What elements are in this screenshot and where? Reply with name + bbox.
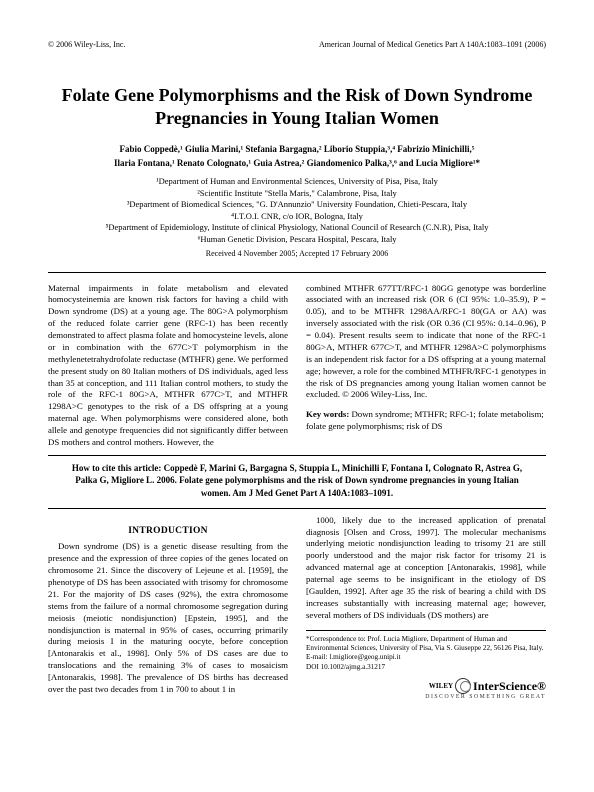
body-col-1: INTRODUCTION Down syndrome (DS) is a gen… (48, 515, 288, 702)
doi-text: DOI 10.1002/ajmg.a.31217 (306, 663, 546, 672)
correspondence-text: *Correspondence to: Prof. Lucia Migliore… (306, 635, 546, 663)
section-heading-introduction: INTRODUCTION (48, 525, 288, 538)
divider-mid-2 (48, 508, 546, 509)
author-list: Fabio Coppedè,¹ Giulia Marini,¹ Stefania… (48, 143, 546, 170)
how-to-cite: How to cite this article: Coppedè F, Mar… (62, 462, 532, 500)
abstract-col-2: combined MTHFR 677TT/RFC-1 80GG genotype… (306, 283, 546, 449)
divider-top (48, 272, 546, 273)
affiliation-5: ⁵Department of Epidemiology, Institute o… (48, 222, 546, 233)
body-columns: INTRODUCTION Down syndrome (DS) is a gen… (48, 515, 546, 702)
interscience-logo: WILEY InterScience® (429, 678, 546, 694)
body-col-2: 1000, likely due to the increased applic… (306, 515, 546, 702)
affiliation-4: ⁴I.T.O.I. CNR, c/o IOR, Bologna, Italy (48, 211, 546, 222)
logo-tagline: DISCOVER SOMETHING GREAT (306, 694, 546, 702)
correspondence: *Correspondence to: Prof. Lucia Migliore… (306, 630, 546, 672)
body-text-col-1: Down syndrome (DS) is a genetic disease … (48, 541, 288, 695)
affiliation-3: ³Department of Biomedical Sciences, "G. … (48, 199, 546, 210)
affiliation-6: ⁶Human Genetic Division, Pescara Hospita… (48, 234, 546, 245)
copyright-text: © 2006 Wiley-Liss, Inc. (48, 40, 125, 50)
abstract-col-2-text: combined MTHFR 677TT/RFC-1 80GG genotype… (306, 283, 546, 400)
authors-line-2: Ilaria Fontana,¹ Renato Colognato,¹ Guia… (48, 157, 546, 171)
keywords-label: Key words: (306, 409, 349, 419)
interscience-text: InterScience® (473, 678, 546, 694)
affiliation-1: ¹Department of Human and Environmental S… (48, 176, 546, 187)
journal-citation: American Journal of Medical Genetics Par… (319, 40, 546, 50)
affiliations: ¹Department of Human and Environmental S… (48, 176, 546, 245)
abstract-col-1: Maternal impairments in folate metabolis… (48, 283, 288, 449)
affiliation-2: ²Scientific Institute "Stella Maris," Ca… (48, 188, 546, 199)
running-header: © 2006 Wiley-Liss, Inc. American Journal… (48, 40, 546, 50)
interscience-orb-icon (455, 678, 471, 694)
article-title: Folate Gene Polymorphisms and the Risk o… (58, 84, 536, 129)
abstract: Maternal impairments in folate metabolis… (48, 283, 546, 449)
authors-line-1: Fabio Coppedè,¹ Giulia Marini,¹ Stefania… (48, 143, 546, 157)
wiley-logo-text: WILEY (429, 683, 453, 690)
divider-mid-1 (48, 455, 546, 456)
keywords: Key words: Down syndrome; MTHFR; RFC-1; … (306, 409, 546, 433)
publisher-logo: WILEY InterScience® DISCOVER SOMETHING G… (306, 678, 546, 702)
body-text-col-2: 1000, likely due to the increased applic… (306, 515, 546, 622)
received-dates: Received 4 November 2005; Accepted 17 Fe… (48, 249, 546, 259)
